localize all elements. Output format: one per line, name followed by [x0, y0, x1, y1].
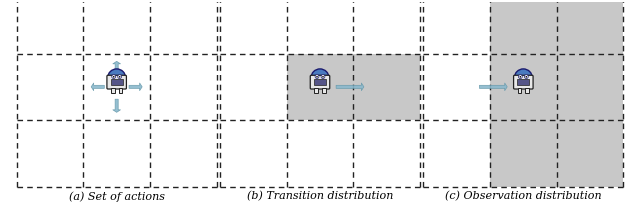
- Circle shape: [315, 75, 319, 79]
- Bar: [557, 121, 623, 187]
- Bar: [322, 89, 326, 93]
- Bar: [490, 0, 557, 54]
- Circle shape: [112, 75, 116, 79]
- FancyBboxPatch shape: [107, 76, 127, 90]
- Circle shape: [321, 75, 325, 79]
- Circle shape: [108, 70, 125, 87]
- Circle shape: [118, 75, 122, 79]
- Bar: [353, 54, 420, 121]
- Circle shape: [311, 70, 329, 87]
- Circle shape: [515, 70, 532, 87]
- Bar: [118, 89, 122, 93]
- Circle shape: [525, 76, 527, 78]
- Bar: [525, 89, 529, 93]
- Circle shape: [520, 76, 521, 78]
- Bar: [111, 89, 115, 93]
- Bar: [557, 54, 623, 121]
- Circle shape: [113, 76, 115, 78]
- Bar: [517, 80, 529, 86]
- Bar: [314, 80, 326, 86]
- Circle shape: [524, 75, 528, 79]
- Circle shape: [119, 76, 120, 78]
- FancyBboxPatch shape: [513, 76, 533, 90]
- Bar: [518, 89, 522, 93]
- Bar: [490, 121, 557, 187]
- Bar: [557, 0, 623, 54]
- Text: (a) Set of actions: (a) Set of actions: [68, 190, 164, 201]
- Bar: [490, 54, 557, 121]
- Circle shape: [518, 75, 522, 79]
- Bar: [111, 80, 123, 86]
- Text: (c) Observation distribution: (c) Observation distribution: [445, 190, 602, 201]
- Circle shape: [316, 76, 318, 78]
- Bar: [287, 54, 353, 121]
- Bar: [314, 89, 318, 93]
- FancyBboxPatch shape: [310, 76, 330, 90]
- Text: (b) Transition distribution: (b) Transition distribution: [247, 190, 393, 201]
- Circle shape: [322, 76, 324, 78]
